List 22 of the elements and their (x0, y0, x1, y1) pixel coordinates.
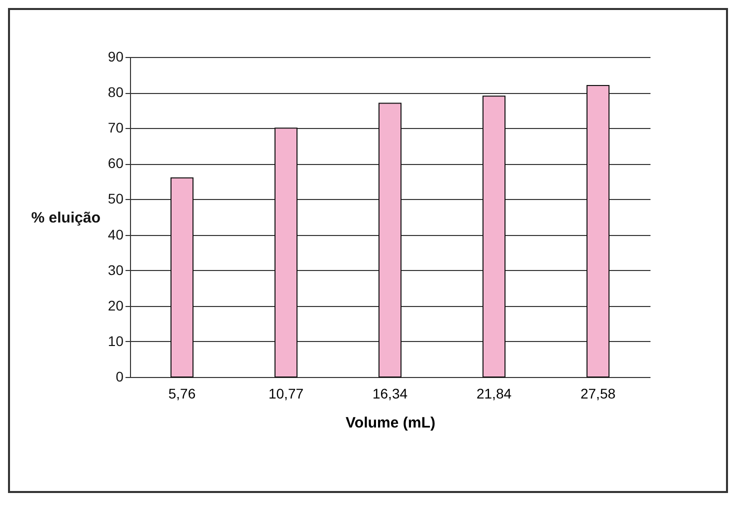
x-tick-label: 21,84 (476, 386, 512, 402)
bar (274, 128, 298, 378)
x-tick-label: 16,34 (372, 386, 408, 402)
y-tick-label: 30 (108, 262, 124, 278)
y-tick-label: 20 (108, 297, 124, 314)
x-tick-label: 27,58 (580, 386, 616, 402)
bar (482, 96, 506, 378)
y-axis-title: % eluição (31, 210, 100, 226)
x-tick-label: 5,76 (168, 386, 196, 402)
bar (586, 84, 610, 378)
y-tick-label: 60 (108, 155, 124, 172)
x-tick-label: 10,77 (268, 386, 304, 402)
y-tick-label: 80 (108, 84, 124, 100)
y-tick-label: 40 (108, 226, 124, 242)
bar (378, 102, 402, 378)
y-tick-label: 0 (116, 368, 124, 384)
y-tick-label: 10 (108, 332, 124, 349)
x-axis-title: Volume (mL) (346, 414, 436, 432)
y-tick-label: 90 (108, 48, 124, 64)
bar (170, 177, 194, 378)
y-tick-label: 70 (108, 120, 124, 136)
y-tick-label: 50 (108, 190, 124, 207)
